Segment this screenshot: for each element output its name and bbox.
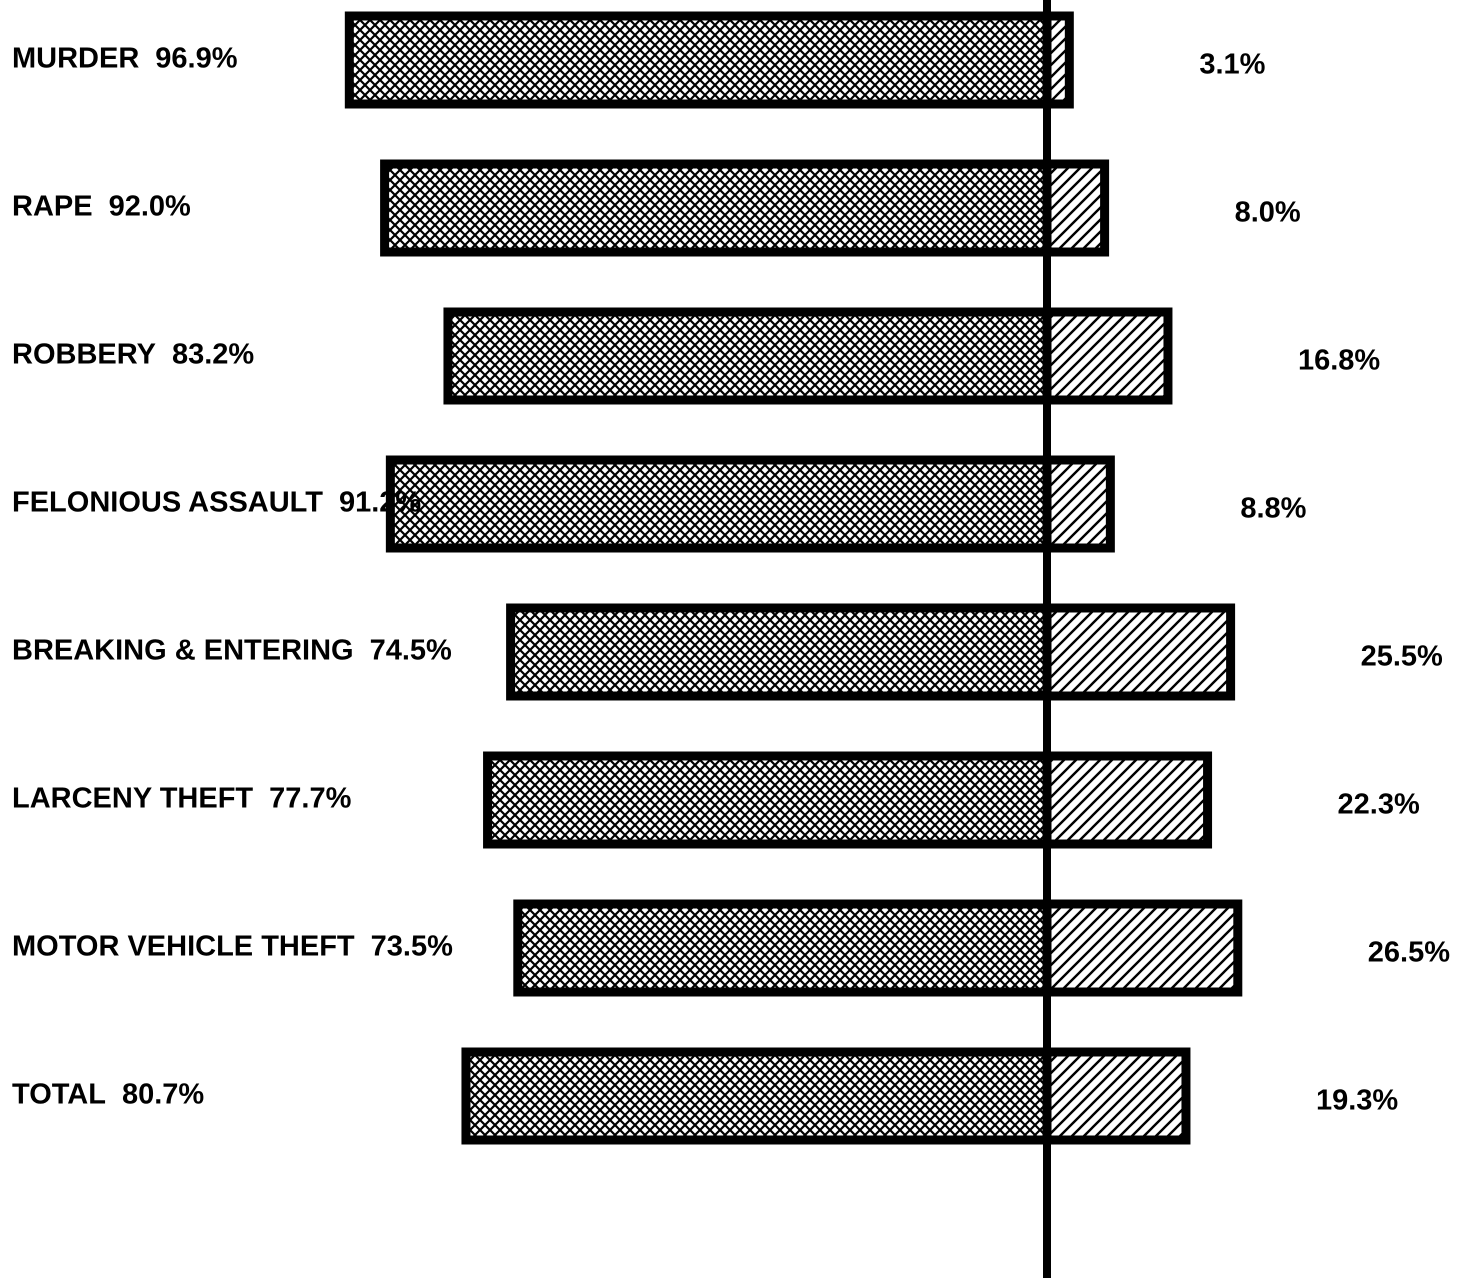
- bar: [385, 455, 1052, 553]
- value-label: 3.1%: [1199, 49, 1265, 81]
- bar: [506, 603, 1052, 701]
- value-label: 92.0%: [109, 191, 191, 223]
- category-label: MURDER: [12, 43, 139, 75]
- value-label: 80.7%: [122, 1079, 204, 1111]
- bar: [1042, 307, 1173, 405]
- bar: [1042, 455, 1115, 553]
- bar: [461, 1047, 1052, 1145]
- value-label: 96.9%: [155, 43, 237, 75]
- bar: [1042, 159, 1110, 257]
- category-label: FELONIOUS ASSAULT: [12, 487, 323, 519]
- bar: [483, 751, 1052, 849]
- bar: [513, 899, 1052, 997]
- category-label: BREAKING & ENTERING: [12, 635, 354, 667]
- value-label: 25.5%: [1361, 641, 1443, 673]
- value-label: 73.5%: [371, 931, 453, 963]
- bar: [1042, 603, 1236, 701]
- bar: [1042, 751, 1213, 849]
- bar: [1042, 899, 1243, 997]
- value-label: 22.3%: [1338, 789, 1420, 821]
- value-label: 8.8%: [1240, 493, 1306, 525]
- value-label: 77.7%: [269, 783, 351, 815]
- value-label: 83.2%: [172, 339, 254, 371]
- bar: [1042, 1047, 1191, 1145]
- value-label: 16.8%: [1298, 345, 1380, 377]
- bar: [380, 159, 1052, 257]
- bar: [443, 307, 1052, 405]
- category-label: RAPE: [12, 191, 93, 223]
- category-label: TOTAL: [12, 1079, 106, 1111]
- category-label: ROBBERY: [12, 339, 156, 371]
- category-label: MOTOR VEHICLE THEFT: [12, 931, 355, 963]
- value-label: 91.2%: [339, 487, 421, 519]
- bar: [344, 11, 1052, 109]
- category-label: LARCENY THEFT: [12, 783, 253, 815]
- value-label: 19.3%: [1316, 1085, 1398, 1117]
- value-label: 74.5%: [370, 635, 452, 667]
- value-label: 8.0%: [1235, 197, 1301, 229]
- value-label: 26.5%: [1368, 937, 1450, 969]
